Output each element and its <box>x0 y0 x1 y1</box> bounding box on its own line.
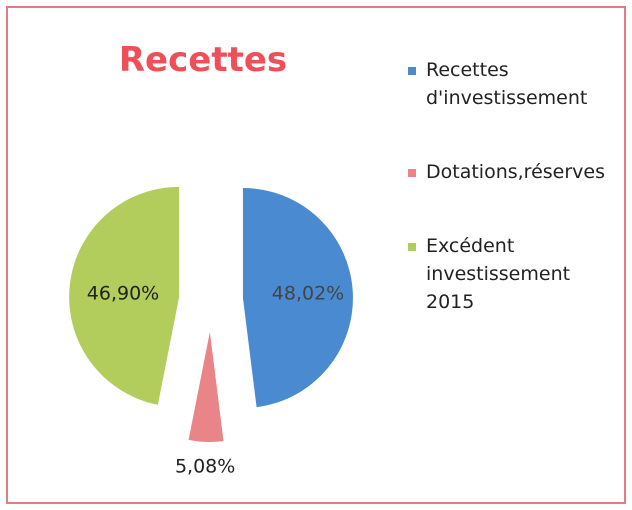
data-label: 46,90% <box>87 283 159 305</box>
legend: Recettes d'investissement Dotations,réser… <box>404 56 605 316</box>
pie-slice <box>242 188 353 408</box>
legend-swatch <box>408 243 416 251</box>
legend-item: Excédent investissement 2015 <box>404 232 594 316</box>
pie-slice <box>69 186 180 405</box>
chart-title: Recettes <box>118 40 288 80</box>
chart-frame: Recettes 48,02% 5,08% 46,90% Recettes d'in… <box>6 6 626 504</box>
pie-slice <box>188 331 224 442</box>
legend-item: Recettes d'investissement <box>404 56 594 112</box>
legend-label: Recettes d'investissement <box>426 59 588 109</box>
data-label: 5,08% <box>175 455 235 477</box>
legend-label: Dotations,réserves <box>426 161 605 183</box>
data-label: 48,02% <box>272 283 344 305</box>
legend-swatch <box>408 169 416 177</box>
legend-swatch <box>408 67 416 75</box>
legend-label: Excédent investissement 2015 <box>426 235 571 313</box>
pie-area: 48,02% 5,08% 46,90% <box>69 186 353 477</box>
legend-item: Dotations,réserves <box>404 158 605 186</box>
